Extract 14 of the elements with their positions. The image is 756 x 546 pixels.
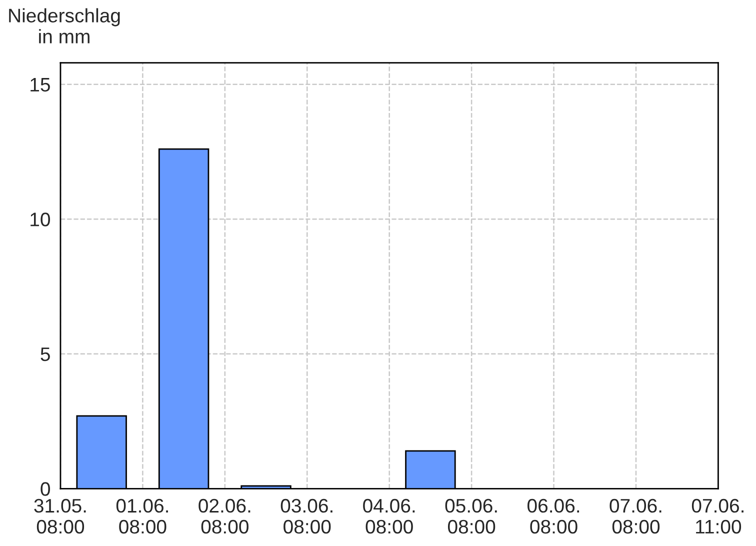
x-tick-label: 05.06. 08:00 [445,498,497,534]
y-tick-label: 10 [30,212,50,226]
y-tick-label: 15 [30,78,50,92]
x-tick-label: 06.06. 08:00 [528,498,580,534]
x-tick-label: 03.06. 08:00 [280,498,332,534]
y-tick-label: 5 [40,348,50,362]
x-tick-label: 07.06. 08:00 [610,498,662,534]
x-tick-label: 02.06. 08:00 [198,498,250,534]
x-tick-label: 04.06. 08:00 [363,498,415,534]
y-axis-title: Niederschlag in mm [9,8,120,44]
y-tick-label: 0 [40,482,50,496]
x-tick-label: 01.06. 08:00 [116,498,168,534]
x-tick-label: 31.05. 08:00 [34,498,86,534]
x-tick-label: 07.06. 11:00 [692,498,744,534]
